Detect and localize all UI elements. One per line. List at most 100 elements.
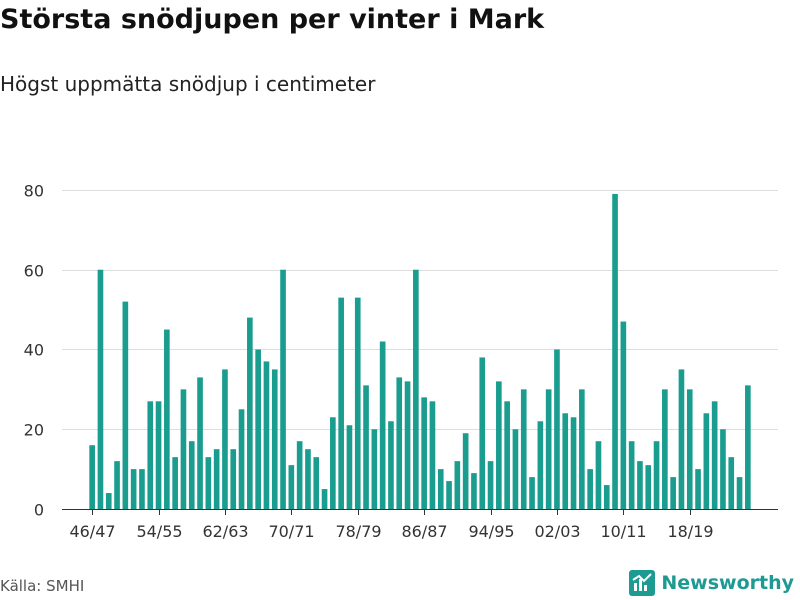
y-tick-label: 60 bbox=[24, 262, 44, 281]
bar bbox=[388, 421, 394, 509]
bar bbox=[736, 477, 743, 509]
bar bbox=[421, 397, 427, 509]
bar bbox=[346, 425, 353, 509]
bar bbox=[653, 441, 660, 509]
bar bbox=[612, 193, 618, 509]
bar bbox=[554, 349, 560, 509]
x-tick-label: 10/11 bbox=[600, 522, 646, 541]
bar bbox=[213, 449, 220, 509]
bar bbox=[545, 389, 552, 509]
y-tick-label: 0 bbox=[34, 501, 44, 520]
bar bbox=[230, 449, 237, 509]
bar bbox=[330, 417, 336, 509]
bar bbox=[678, 369, 685, 509]
bar bbox=[247, 317, 253, 509]
chart-subtitle: Högst uppmätta snödjup i centimeter bbox=[0, 72, 376, 96]
bar bbox=[263, 361, 270, 509]
bar bbox=[462, 433, 469, 509]
bar bbox=[164, 329, 170, 509]
bar bbox=[620, 321, 627, 509]
bar bbox=[255, 349, 261, 509]
bar bbox=[637, 461, 643, 509]
bar bbox=[296, 441, 303, 509]
bar bbox=[114, 461, 120, 509]
bar bbox=[288, 465, 295, 509]
bar bbox=[512, 429, 519, 509]
x-tick-label: 78/79 bbox=[335, 522, 381, 541]
y-tick-label: 40 bbox=[24, 341, 44, 360]
bar bbox=[662, 389, 668, 509]
bar bbox=[180, 389, 187, 509]
bar bbox=[139, 469, 145, 509]
bar bbox=[479, 357, 486, 509]
bar bbox=[404, 381, 411, 509]
y-axis: 0 20 40 60 80 bbox=[24, 182, 44, 520]
bar bbox=[130, 469, 137, 509]
bar bbox=[429, 401, 436, 509]
source-note: Källa: SMHI bbox=[0, 577, 85, 595]
bar bbox=[197, 377, 203, 509]
y-tick-label: 80 bbox=[24, 182, 44, 201]
bar bbox=[579, 389, 585, 509]
x-tick-label: 18/19 bbox=[667, 522, 713, 541]
bar bbox=[562, 413, 569, 509]
bar bbox=[587, 469, 593, 509]
bar bbox=[728, 457, 735, 509]
bar bbox=[305, 449, 311, 509]
bar bbox=[628, 441, 635, 509]
bar bbox=[280, 269, 286, 509]
bar bbox=[487, 461, 494, 509]
bar bbox=[437, 469, 444, 509]
bar bbox=[529, 477, 535, 509]
bar bbox=[446, 481, 452, 509]
bar bbox=[222, 369, 228, 509]
bar bbox=[354, 297, 361, 509]
bar bbox=[155, 401, 162, 509]
bar bbox=[686, 389, 693, 509]
bar bbox=[172, 457, 178, 509]
bar bbox=[471, 473, 477, 509]
bar bbox=[496, 381, 502, 509]
bar bbox=[271, 369, 278, 509]
y-tick-label: 20 bbox=[24, 421, 44, 440]
x-tick-label: 62/63 bbox=[202, 522, 248, 541]
bar bbox=[504, 401, 510, 509]
bar bbox=[520, 389, 527, 509]
x-tick-label: 46/47 bbox=[69, 522, 115, 541]
bar bbox=[238, 409, 245, 509]
x-tick-label: 70/71 bbox=[268, 522, 314, 541]
bar bbox=[570, 417, 577, 509]
chart-title: Största snödjupen per vinter i Mark bbox=[0, 4, 545, 35]
bar bbox=[105, 493, 112, 509]
bar bbox=[537, 421, 544, 509]
x-tick-label: 54/55 bbox=[136, 522, 182, 541]
bar bbox=[396, 377, 403, 509]
bar bbox=[363, 385, 369, 509]
bar bbox=[89, 445, 95, 509]
bar bbox=[711, 401, 718, 509]
bar bbox=[695, 469, 701, 509]
bar bbox=[188, 441, 195, 509]
bar bbox=[371, 429, 378, 509]
x-tick-label: 94/95 bbox=[468, 522, 514, 541]
bar bbox=[205, 457, 212, 509]
bar bbox=[97, 269, 104, 509]
bar bbox=[703, 413, 710, 509]
bar bbox=[645, 465, 652, 509]
bar bbox=[670, 477, 676, 509]
bar bbox=[745, 385, 751, 509]
bar bbox=[454, 461, 461, 509]
bar bbox=[413, 269, 419, 509]
brand-logo: Newsworthy bbox=[629, 570, 794, 596]
bar bbox=[313, 457, 320, 509]
bar bbox=[379, 341, 386, 509]
bar bbox=[122, 301, 129, 509]
x-tick-label: 86/87 bbox=[401, 522, 447, 541]
x-axis: 46/47 54/55 62/63 70/71 78/79 86/87 94/95 02/03… bbox=[69, 509, 714, 541]
bar bbox=[720, 429, 726, 509]
bar bbox=[321, 489, 328, 509]
bar bbox=[603, 485, 610, 509]
bars bbox=[89, 193, 751, 509]
bar bbox=[338, 297, 344, 509]
